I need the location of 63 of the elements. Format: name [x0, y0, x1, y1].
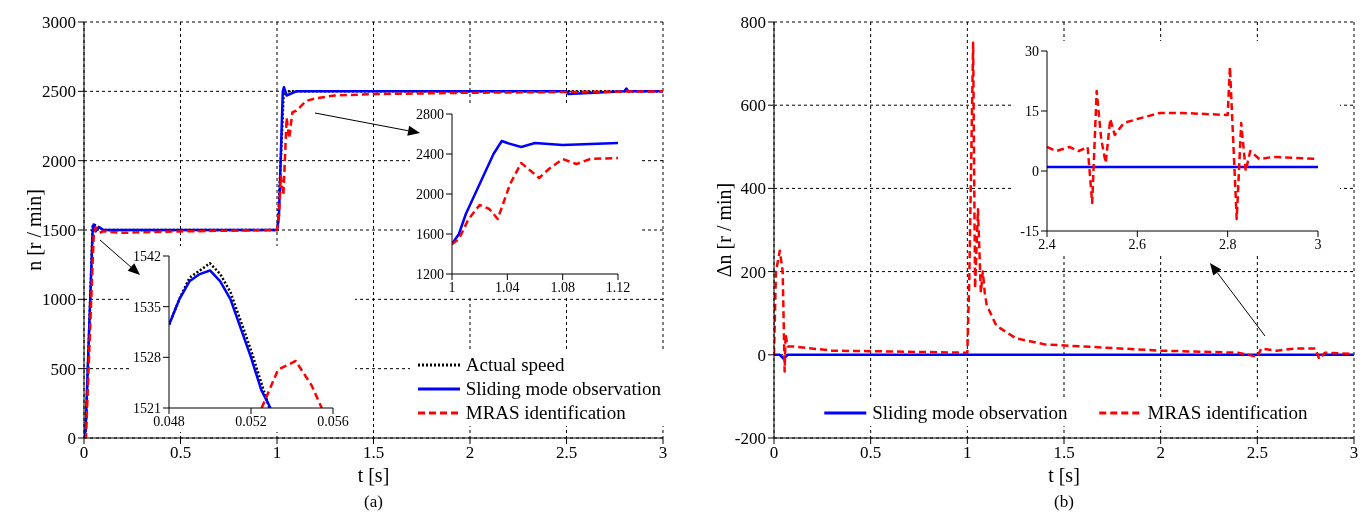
x-tick-label: 1.12: [605, 279, 631, 295]
y-axis-title: Δn [r / min]: [713, 182, 736, 278]
legend-label: MRAS identification: [465, 402, 626, 424]
y-tick-label: -200: [734, 429, 766, 449]
y-tick-label: 1200: [416, 266, 444, 282]
y-tick-label: 1600: [416, 226, 444, 242]
x-tick-label: 3: [1314, 236, 1322, 252]
text: (a): [363, 492, 384, 512]
y-tick-label: 2500: [42, 82, 76, 102]
x-tick-label: 3: [658, 443, 668, 463]
x-tick-label: 2.4: [1038, 236, 1056, 252]
line-series: [774, 41, 1354, 373]
x-tick-label: 0.056: [317, 413, 349, 429]
line-series: [260, 359, 323, 408]
text: (b): [1053, 492, 1075, 512]
y-tick-label: 15: [1025, 103, 1039, 119]
y-tick-label: 2000: [42, 151, 76, 171]
y-tick-label: 500: [50, 359, 76, 379]
x-tick-label: 2: [1156, 443, 1165, 463]
x-axis-title: t [s]: [1048, 464, 1080, 486]
x-tick-label: 0.052: [235, 413, 267, 429]
y-tick-label: 1535: [133, 299, 161, 315]
legend-label: Actual speed: [465, 354, 565, 376]
y-tick-label: 800: [740, 13, 766, 33]
x-tick-label: 3: [1349, 443, 1359, 463]
y-tick-label: -15: [1020, 223, 1039, 239]
x-tick-label: 1.04: [495, 279, 520, 295]
x-tick-label: 1.08: [550, 279, 575, 295]
y-tick-label: 30: [1025, 43, 1039, 59]
y-tick-label: 400: [740, 179, 766, 199]
y-tick-label: 1528: [133, 350, 161, 366]
x-tick-label: 2: [465, 443, 475, 463]
x-tick-label: 2.5: [1246, 443, 1268, 463]
x-tick-label: 1.5: [362, 443, 385, 463]
x-tick-label: 1: [963, 443, 972, 463]
x-tick-label: 0: [79, 443, 89, 463]
legend-label: Sliding mode observation: [465, 378, 661, 400]
y-tick-label: 3000: [42, 13, 76, 33]
y-tick-label: 1000: [42, 290, 76, 310]
x-tick-label: 2.5: [555, 443, 578, 463]
y-tick-label: 2800: [416, 106, 444, 122]
x-tick-label: 1.5: [1053, 443, 1075, 463]
x-tick-label: 0.048: [153, 413, 185, 429]
x-tick-label: 2.8: [1218, 236, 1237, 252]
y-tick-label: 1521: [133, 400, 161, 416]
y-tick-label: 0: [1032, 163, 1039, 179]
legend-label: MRAS identification: [1147, 402, 1308, 424]
x-tick-label: 1: [448, 279, 456, 295]
y-tick-label: 2000: [416, 186, 444, 202]
x-axis-title: t [s]: [357, 464, 390, 486]
line-series: [452, 156, 618, 246]
y-tick-label: 200: [740, 262, 766, 282]
x-tick-label: 0.5: [169, 443, 192, 463]
x-tick-label: 2.6: [1128, 236, 1147, 252]
y-tick-label: 2400: [416, 146, 444, 162]
y-tick-label: 0: [67, 429, 76, 449]
x-tick-label: 1: [272, 443, 282, 463]
y-tick-label: 1542: [133, 248, 161, 264]
x-tick-label: 0.5: [860, 443, 882, 463]
y-tick-label: 600: [740, 96, 766, 116]
x-tick-label: 0: [769, 443, 779, 463]
legend-label: Sliding mode observation: [872, 402, 1068, 424]
y-tick-label: 0: [757, 345, 766, 365]
